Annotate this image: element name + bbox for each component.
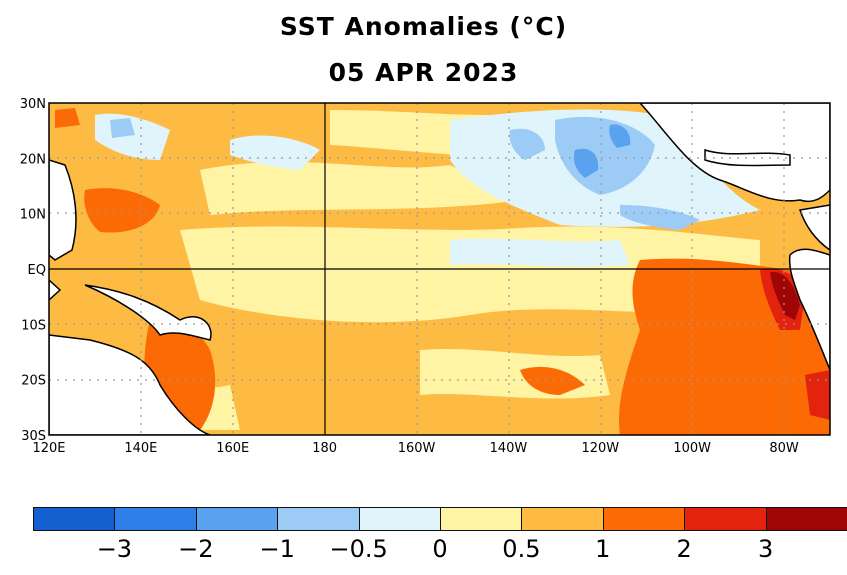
colorbar-segment [33,507,116,531]
field-patch [573,148,599,178]
field-patch [609,124,631,148]
colorbar-segment [684,507,767,531]
colorbar-segment [114,507,197,531]
lat-label: EQ [28,263,46,278]
colorbar-label: −3 [96,535,133,563]
lon-label: 160E [216,441,249,456]
lon-label: 180 [312,441,337,456]
colorbar-segment [358,507,441,531]
field-patch [520,366,585,395]
lon-label: 100W [673,441,711,456]
lon-label: 120E [32,441,65,456]
map-date: 05 APR 2023 [328,58,519,87]
land-caribbean [704,148,791,167]
land-south-america [788,248,830,371]
land-indonesia [49,278,62,302]
land-central-america [799,204,830,251]
lon-label: 160W [398,441,436,456]
field-patch [555,116,655,195]
land-north-america [638,103,830,202]
field-patch [450,238,630,267]
field-patch [55,108,80,128]
colorbar-segment [765,507,847,531]
colorbar-label: 0 [432,535,448,563]
colorbar-segment [277,507,360,531]
field-patch [770,271,800,320]
lat-label: 10N [20,208,46,223]
colorbar-label: −0.5 [329,535,388,563]
longitude-labels: 120E 140E 160E 180 160W 140W 120W 100W 80W [32,441,798,456]
lat-label: 30S [21,429,46,444]
map-frame [48,102,831,436]
colorbar-label: 1 [595,535,611,563]
colorbar-label: −2 [178,535,214,563]
latitude-labels: 30N 20N 10N EQ 10S 20S 30S [20,97,46,444]
map-title: SST Anomalies (°C) [279,12,568,41]
colorbar-segment [440,507,523,531]
field-patch [420,348,610,399]
land-australia [49,334,211,435]
field-patch [805,370,830,420]
colorbar-label: 3 [757,535,774,563]
field-patch [110,118,135,138]
colorbar-segment [195,507,279,531]
field-patch [509,128,545,160]
land-new-guinea [84,284,212,341]
lat-label: 20S [21,374,46,389]
field-patch [620,205,700,230]
field-patch [230,135,320,170]
lat-label: 20N [20,152,46,167]
colorbar-label: −1 [259,535,295,563]
field-patch [200,161,520,215]
lon-label: 140W [490,441,528,456]
lon-label: 120W [581,441,619,456]
lat-label: 30N [20,97,46,112]
colorbar-label: 2 [676,535,692,563]
lon-label: 140E [124,441,157,456]
colorbar-segment [521,507,604,531]
lat-label: 10S [21,318,46,333]
colorbar-segment [602,507,686,531]
colorbar-label: 0.5 [502,535,541,563]
lon-label: 80W [769,441,799,456]
land-philippines [49,159,77,261]
